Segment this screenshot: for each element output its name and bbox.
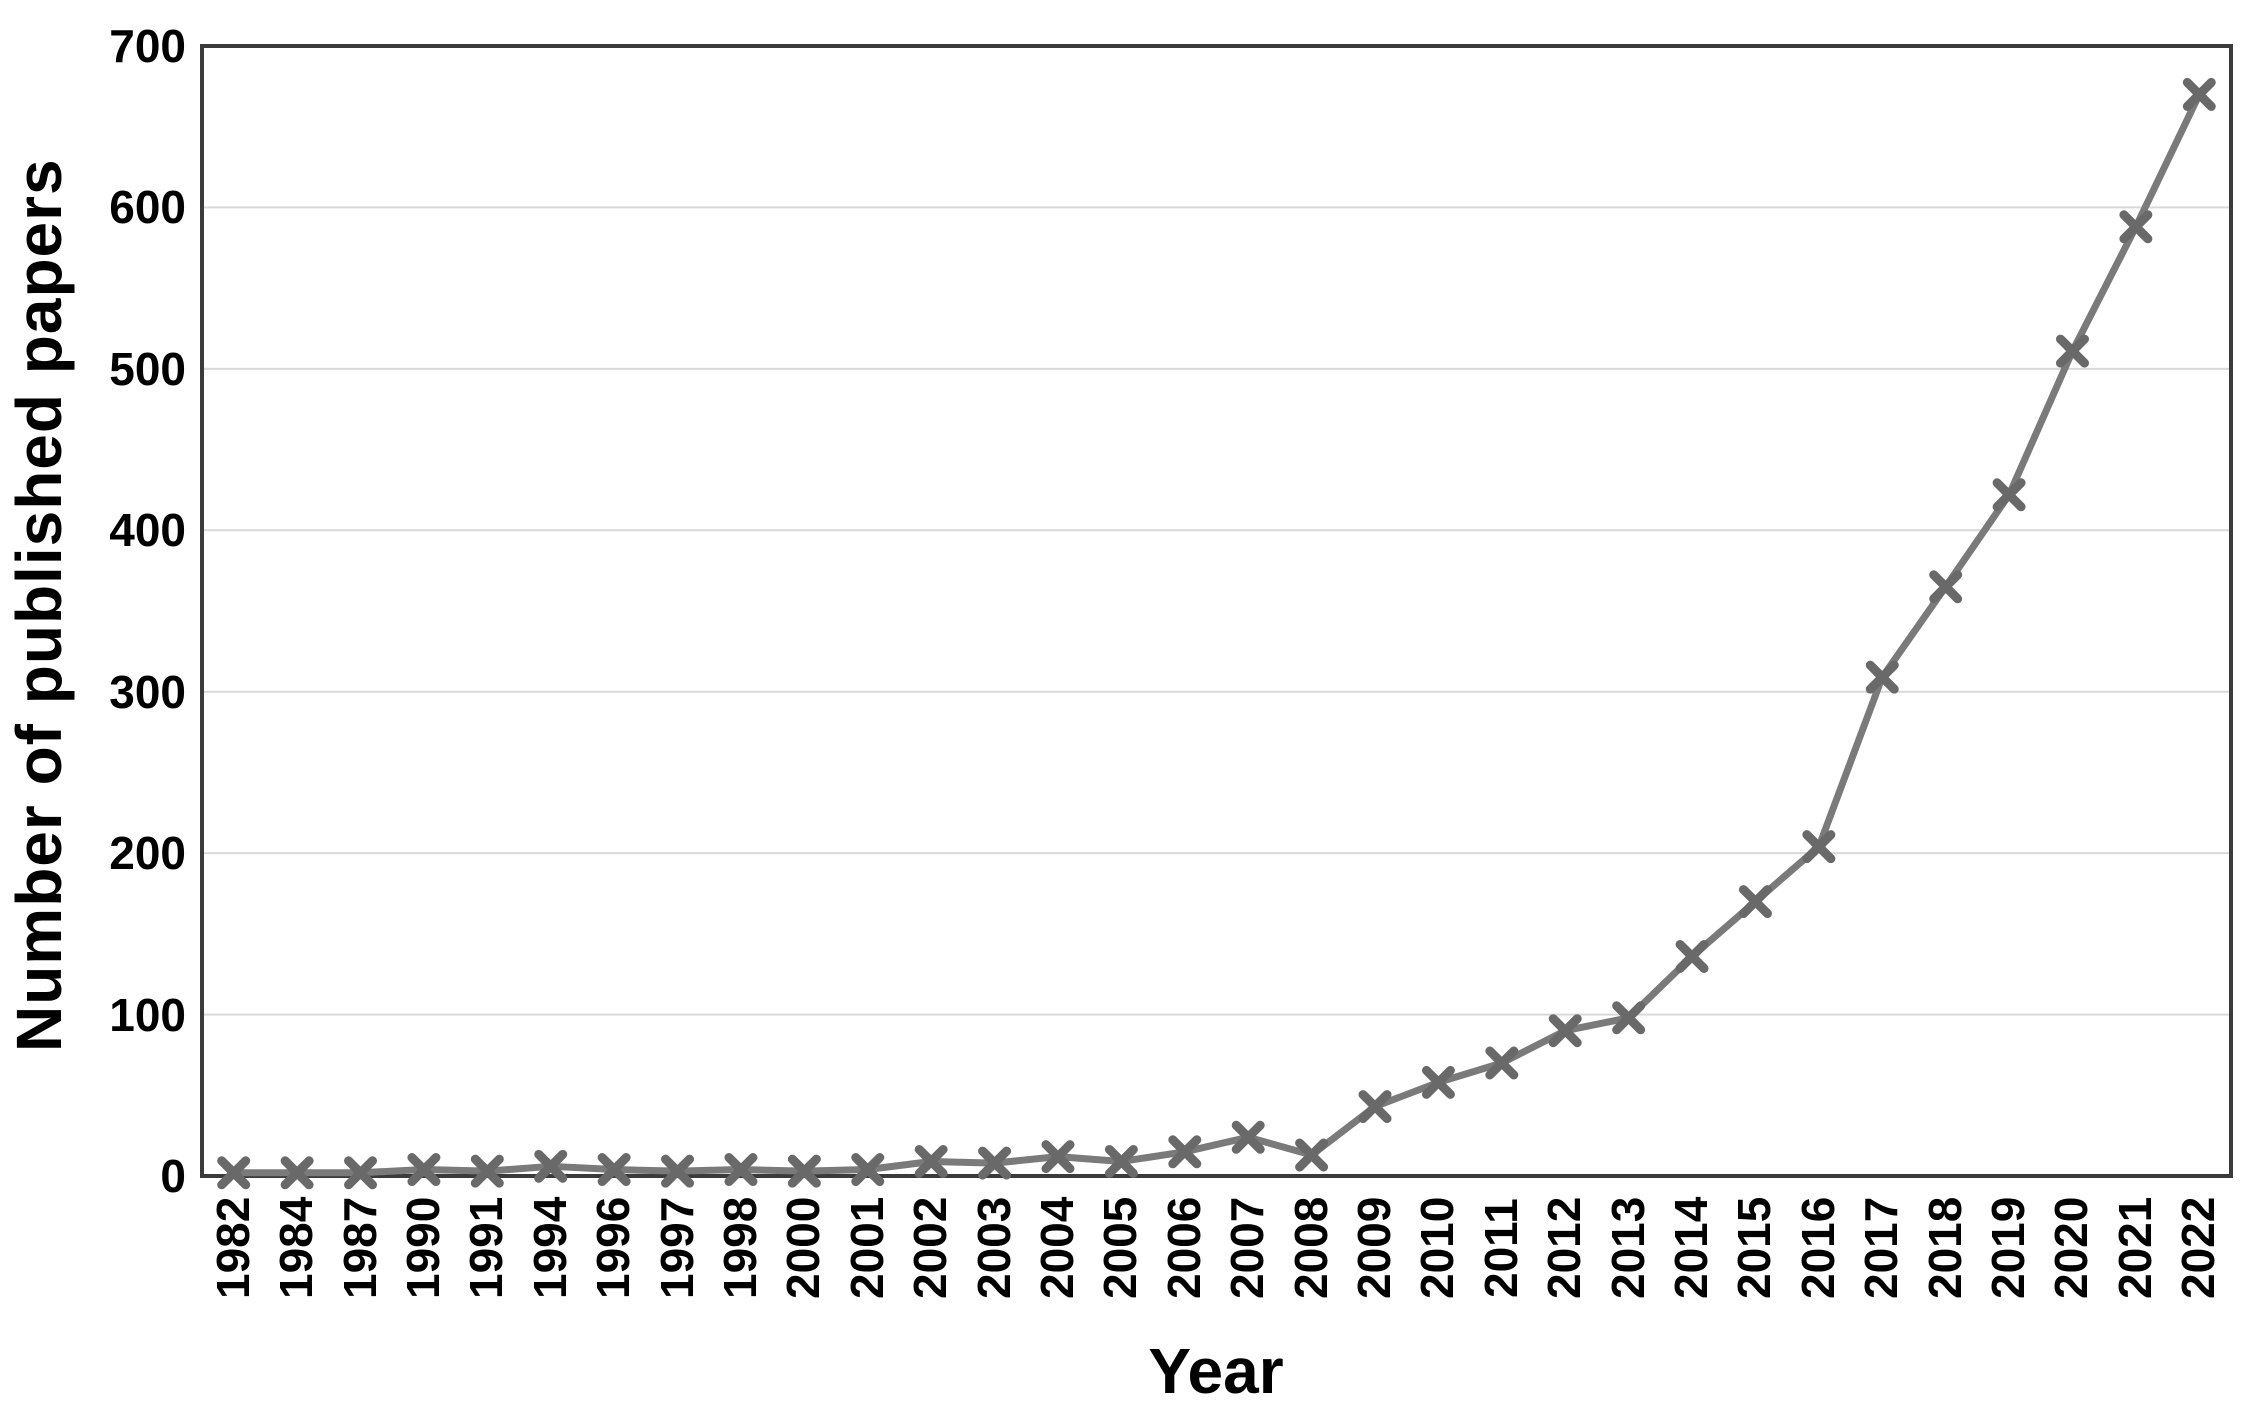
series-line (233, 92, 2203, 1177)
x-tick-label: 2000 (777, 1196, 830, 1300)
data-point-marker (787, 1154, 821, 1188)
data-point-marker (661, 1154, 695, 1188)
y-tick-label: 700 (109, 20, 186, 72)
y-tick-label: 600 (109, 181, 186, 234)
x-tick-label: 1991 (460, 1196, 513, 1300)
data-point-marker (1168, 1135, 1202, 1169)
data-point-marker (1738, 885, 1772, 919)
x-tick-label: 2010 (1411, 1196, 1464, 1300)
data-point-marker (407, 1153, 441, 1187)
x-tick-label: 1998 (713, 1196, 766, 1300)
x-tick-label: 2021 (2108, 1196, 2161, 1300)
data-point-marker (1675, 939, 1709, 973)
x-tick-label: 1982 (206, 1196, 259, 1300)
x-tick-label: 2013 (1601, 1196, 1654, 1300)
data-point-marker (1421, 1065, 1455, 1099)
x-tick-label: 2011 (1474, 1198, 1527, 1298)
x-tick-label: 2008 (1284, 1196, 1337, 1300)
data-point-marker (1802, 830, 1836, 864)
x-tick-label: 1994 (523, 1196, 576, 1300)
x-tick-label: 1984 (270, 1196, 323, 1300)
data-point-marker (1929, 570, 1963, 604)
x-tick-label: 2003 (967, 1196, 1020, 1300)
x-tick-label: 2020 (2045, 1196, 2098, 1300)
x-tick-label: 2014 (1665, 1196, 1718, 1300)
x-tick-label: 2006 (1157, 1196, 1210, 1300)
y-tick-label: 500 (109, 342, 186, 395)
data-point-marker (1041, 1140, 1075, 1174)
data-point-marker (1358, 1090, 1392, 1124)
data-point-marker (2055, 334, 2089, 368)
x-tick-label: 1990 (396, 1196, 449, 1300)
x-tick-label: 1997 (650, 1196, 703, 1300)
data-point-marker (534, 1149, 568, 1183)
x-tick-label: 2019 (1982, 1196, 2035, 1300)
x-tick-label: 2004 (1030, 1196, 1083, 1300)
data-point-marker (1865, 660, 1899, 694)
x-tick-label: 2001 (840, 1196, 893, 1300)
x-tick-label: 2007 (1221, 1196, 1274, 1300)
x-tick-label: 2016 (1791, 1196, 1844, 1300)
x-tick-label: 2002 (904, 1196, 957, 1300)
x-tick-label: 2022 (2172, 1196, 2225, 1300)
data-point-marker (1612, 1001, 1646, 1035)
data-point-marker (1295, 1138, 1329, 1172)
x-tick-label: 2015 (1728, 1196, 1781, 1300)
x-tick-label: 1996 (587, 1196, 640, 1300)
data-point-marker (724, 1153, 758, 1187)
y-tick-label: 300 (109, 665, 186, 718)
data-point-marker (344, 1156, 378, 1190)
y-tick-label: 100 (109, 988, 186, 1041)
data-point-marker (2182, 77, 2216, 111)
y-tick-label: 0 (160, 1150, 186, 1202)
x-tick-label: 2005 (1094, 1196, 1147, 1300)
x-tick-label: 2018 (1918, 1196, 1971, 1300)
data-point-marker (851, 1153, 885, 1187)
y-tick-label: 200 (109, 827, 186, 880)
data-point-marker (217, 1156, 251, 1190)
data-point-marker (914, 1144, 948, 1178)
x-tick-label: 1987 (333, 1196, 386, 1300)
data-point-marker (1992, 478, 2026, 512)
plot-border (200, 44, 2233, 1178)
x-tick-label: 2017 (1855, 1196, 1908, 1300)
x-tick-label: 2009 (1348, 1196, 1401, 1300)
data-point-marker (978, 1146, 1012, 1180)
data-point-marker (1104, 1144, 1138, 1178)
x-tick-label: 2012 (1538, 1196, 1591, 1300)
data-point-marker (1485, 1046, 1519, 1080)
x-axis-title: Year (1148, 1335, 1284, 1407)
data-point-marker (1548, 1014, 1582, 1048)
data-point-marker (280, 1156, 314, 1190)
y-tick-label: 400 (109, 504, 186, 557)
data-point-marker (1231, 1120, 1265, 1154)
data-point-marker (597, 1153, 631, 1187)
data-point-marker (2119, 210, 2153, 244)
data-point-marker (470, 1154, 504, 1188)
